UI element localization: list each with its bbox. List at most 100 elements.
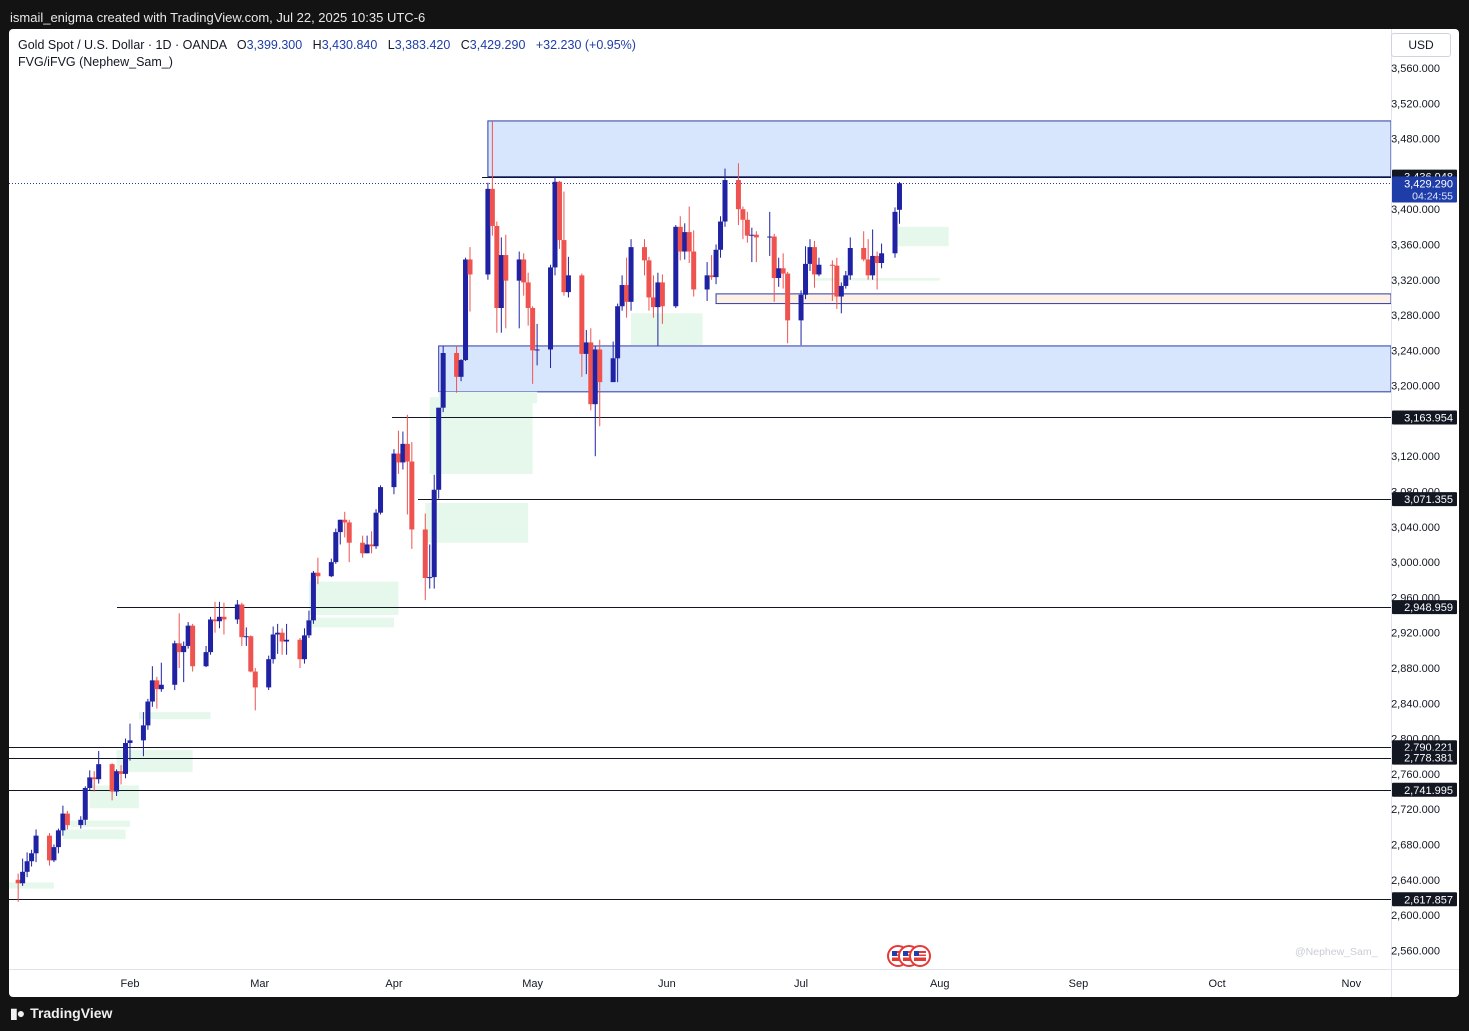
- candle-body: [485, 188, 491, 275]
- candle-body: [722, 180, 728, 222]
- price-tick-label: 3,200.000: [1391, 381, 1440, 393]
- candle-body: [838, 285, 844, 297]
- time-tick-label: Mar: [250, 978, 269, 990]
- candle-body: [252, 671, 258, 688]
- candle-body: [704, 275, 710, 290]
- time-tick-label: Apr: [385, 978, 402, 990]
- candle-body: [516, 259, 522, 281]
- candle-body: [655, 282, 661, 308]
- candle-body: [896, 183, 902, 210]
- candle-body: [158, 684, 164, 690]
- candle-body: [771, 236, 777, 278]
- currency-button[interactable]: USD: [1391, 33, 1451, 57]
- candle-body: [360, 542, 366, 554]
- close-value: 3,429.290: [469, 38, 526, 52]
- fvg-box: [895, 226, 949, 247]
- candle-body: [659, 282, 665, 307]
- candle-body: [561, 240, 567, 293]
- candle-body: [87, 777, 93, 788]
- time-tick-label: Nov: [1342, 978, 1362, 990]
- candle-body: [861, 247, 867, 260]
- candle-body: [525, 282, 531, 308]
- symbol-name[interactable]: Gold Spot / U.S. Dollar · 1D · OANDA: [18, 38, 227, 52]
- price-tick-label: 3,360.000: [1391, 239, 1440, 251]
- candle-body: [530, 307, 536, 351]
- chart-canvas[interactable]: 3,560.000 3,520.000 3,480.000 3,400.000 3,36…: [9, 29, 1459, 997]
- candle-body: [592, 349, 598, 405]
- candle-body: [767, 236, 773, 238]
- candle-body: [811, 247, 817, 275]
- fvg-box: [9, 882, 54, 889]
- candle-body: [51, 847, 57, 861]
- price-tick-label: 2,760.000: [1391, 769, 1440, 781]
- price-tick-label: 2,880.000: [1391, 663, 1440, 675]
- candle-body: [109, 764, 115, 792]
- candle-body: [744, 219, 750, 236]
- candle-body: [82, 787, 88, 820]
- open-label: O: [236, 38, 247, 52]
- time-tick-label: May: [522, 978, 543, 990]
- candle-body: [203, 652, 209, 667]
- price-tick-label: 3,240.000: [1391, 345, 1440, 357]
- candle-body: [431, 489, 437, 578]
- candle-body: [315, 572, 321, 577]
- candle-body: [409, 461, 415, 530]
- candle-body: [588, 342, 594, 405]
- candle-body: [176, 643, 182, 653]
- indicator-row[interactable]: FVG/iFVG (Nephew_Sam_): [18, 54, 636, 71]
- indicator-name[interactable]: FVG/iFVG (Nephew_Sam_): [18, 55, 173, 69]
- time-tick-label: Sep: [1069, 978, 1089, 990]
- candle-body: [646, 260, 652, 298]
- level-label: 2,741.995: [1404, 785, 1453, 797]
- candle-body: [234, 604, 240, 620]
- candle-body: [583, 342, 589, 354]
- candle-body: [440, 352, 446, 408]
- candle-body: [628, 247, 634, 302]
- candle-body: [597, 349, 603, 383]
- price-tick-label: 3,120.000: [1391, 451, 1440, 463]
- fvg-boxes: [9, 226, 949, 889]
- brand-name: TradingView: [30, 1005, 113, 1021]
- level-label-bg: [1392, 892, 1457, 907]
- time-tick-label: Oct: [1209, 978, 1226, 990]
- top-bar: ismail_enigma created with TradingView.c…: [0, 0, 1469, 34]
- price-tick-label: 2,720.000: [1391, 804, 1440, 816]
- level-label: 2,948.959: [1404, 602, 1453, 614]
- candle-body: [190, 625, 196, 667]
- candle-body: [619, 285, 625, 307]
- candle-body: [337, 519, 343, 533]
- candle-body: [342, 519, 348, 523]
- price-tick-label: 2,920.000: [1391, 628, 1440, 640]
- candle-body: [275, 632, 281, 635]
- candle-body: [879, 253, 885, 263]
- candle-body: [145, 701, 151, 726]
- us-flag-events-icon[interactable]: [887, 945, 931, 967]
- candle-body: [865, 259, 871, 276]
- candle-body: [346, 522, 352, 543]
- candle-body: [874, 255, 880, 263]
- candle-body: [709, 275, 715, 278]
- candle-body: [181, 645, 187, 653]
- candle-body: [829, 264, 835, 266]
- candle-body: [552, 181, 558, 268]
- candle-body: [803, 263, 809, 295]
- close-label: C: [460, 38, 470, 52]
- level-label-bg: [1392, 600, 1457, 615]
- level-label-bg: [1392, 410, 1457, 425]
- candle-body: [780, 268, 786, 274]
- candle-body: [565, 275, 571, 293]
- chart-frame[interactable]: 3,560.000 3,520.000 3,480.000 3,400.000 3,36…: [9, 29, 1459, 997]
- candle-body: [753, 234, 759, 238]
- candle-body: [498, 255, 504, 308]
- candle-body: [463, 259, 469, 361]
- tradingview-brand[interactable]: ▮● TradingView: [10, 1005, 112, 1022]
- fvg-box: [62, 829, 126, 840]
- level-label: 2,778.381: [1404, 753, 1453, 765]
- candle-body: [149, 680, 155, 702]
- high-label: H: [312, 38, 322, 52]
- candle-body: [816, 264, 822, 275]
- time-axis[interactable]: Feb Mar Apr May Jun Jul Aug Sep Oct Nov: [121, 978, 1362, 990]
- price-axis[interactable]: 3,560.000 3,520.000 3,480.000 3,400.000 3,36…: [9, 29, 1459, 997]
- candle-body: [64, 813, 70, 826]
- candle-body: [243, 636, 249, 638]
